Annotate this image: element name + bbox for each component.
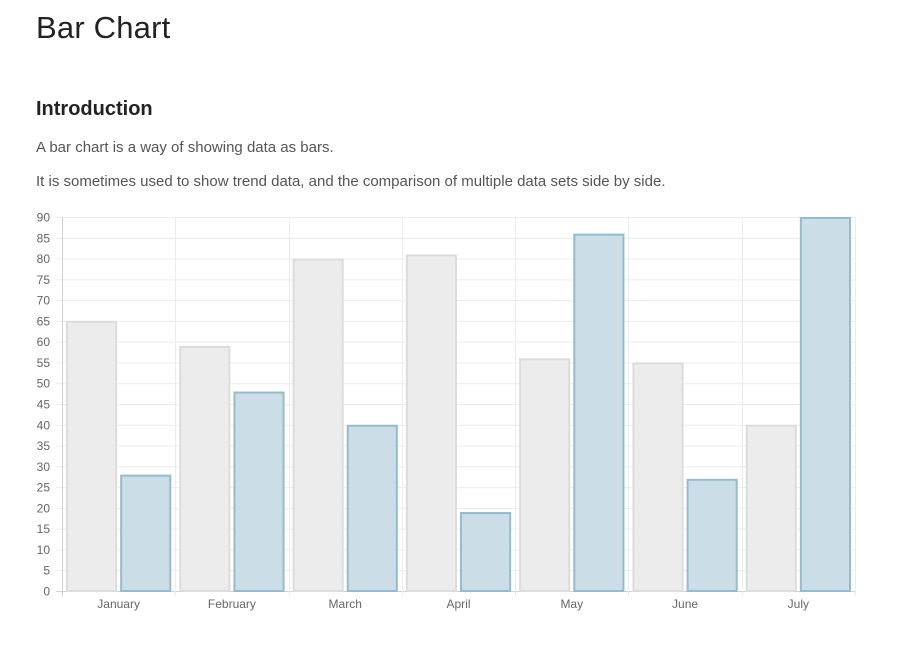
page-title: Bar Chart bbox=[36, 10, 171, 45]
bar-series-1-april bbox=[405, 254, 458, 592]
bar-series-2-july bbox=[799, 217, 851, 592]
bar-series-1-july bbox=[745, 424, 797, 592]
bar-series-2-april bbox=[460, 512, 512, 592]
x-tick-label: July bbox=[788, 597, 809, 611]
bar-series-2-march bbox=[346, 424, 398, 592]
y-tick-label: 15 bbox=[37, 522, 51, 536]
y-tick-label: 35 bbox=[37, 439, 51, 453]
y-tick-label: 80 bbox=[37, 252, 51, 266]
bar-series-1-march bbox=[292, 258, 344, 592]
x-tick-label: April bbox=[446, 597, 470, 611]
bar-series-1-june bbox=[632, 362, 684, 593]
y-tick-label: 70 bbox=[37, 294, 51, 308]
x-axis: January February March April May June July bbox=[97, 597, 809, 611]
y-tick-label: 65 bbox=[37, 314, 51, 328]
bar-series-2-february bbox=[233, 391, 285, 592]
chart-bars bbox=[66, 217, 851, 593]
y-tick-label: 40 bbox=[37, 418, 51, 432]
bar-series-2-june bbox=[686, 478, 738, 592]
bar-series-2-may bbox=[573, 233, 625, 592]
intro-paragraph: A bar chart is a way of showing data as … bbox=[36, 139, 334, 156]
y-tick-label: 90 bbox=[37, 211, 51, 225]
bar-series-2-january bbox=[120, 474, 172, 592]
x-tick-label: March bbox=[329, 597, 362, 611]
y-tick-label: 75 bbox=[37, 273, 51, 287]
intro-paragraph: It is sometimes used to show trend data,… bbox=[36, 173, 666, 190]
y-tick-label: 85 bbox=[37, 231, 51, 245]
y-tick-label: 55 bbox=[37, 356, 51, 370]
y-tick-label: 30 bbox=[37, 460, 51, 474]
x-tick-label: May bbox=[560, 597, 583, 611]
y-tick-label: 25 bbox=[37, 481, 51, 495]
bar-series-1-february bbox=[179, 345, 231, 593]
y-tick-label: 45 bbox=[37, 398, 51, 412]
y-tick-label: 5 bbox=[43, 564, 50, 578]
y-tick-label: 0 bbox=[43, 585, 50, 599]
section-heading: Introduction bbox=[36, 98, 153, 120]
y-tick-label: 60 bbox=[37, 335, 51, 349]
x-tick-label: June bbox=[672, 597, 698, 611]
x-tick-label: February bbox=[208, 597, 256, 611]
bar-series-1-january bbox=[66, 320, 118, 592]
y-tick-label: 50 bbox=[37, 377, 51, 391]
y-axis: 0 5 10 15 20 25 30 35 40 45 50 55 60 65 70 75 80 85 90 bbox=[37, 211, 51, 599]
y-tick-label: 10 bbox=[37, 543, 51, 557]
y-tick-label: 20 bbox=[37, 501, 51, 515]
bar-series-1-may bbox=[519, 358, 571, 592]
x-tick-label: January bbox=[97, 597, 140, 611]
